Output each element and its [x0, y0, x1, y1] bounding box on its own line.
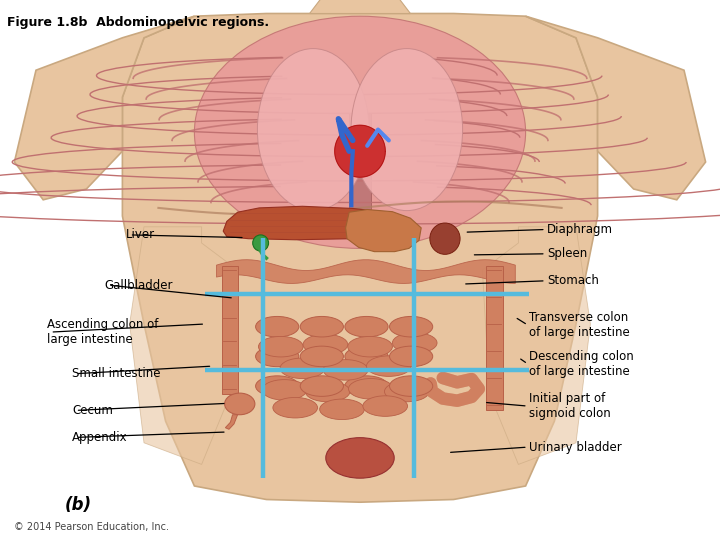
Ellipse shape — [256, 346, 299, 367]
Ellipse shape — [300, 376, 343, 396]
Ellipse shape — [345, 316, 388, 337]
Ellipse shape — [256, 316, 299, 337]
Ellipse shape — [273, 397, 318, 418]
Ellipse shape — [348, 336, 392, 357]
Ellipse shape — [320, 399, 364, 420]
Polygon shape — [482, 227, 590, 464]
Text: Figure 1.8b  Abdominopelvic regions.: Figure 1.8b Abdominopelvic regions. — [7, 16, 269, 29]
Polygon shape — [310, 0, 410, 14]
Text: Transverse colon
of large intestine: Transverse colon of large intestine — [529, 311, 630, 339]
Ellipse shape — [225, 393, 255, 415]
Ellipse shape — [390, 346, 433, 367]
Ellipse shape — [280, 358, 325, 379]
Ellipse shape — [351, 49, 462, 211]
Ellipse shape — [194, 16, 526, 248]
Polygon shape — [130, 227, 238, 464]
Text: Gallbladder: Gallbladder — [104, 279, 173, 292]
Text: © 2014 Pearson Education, Inc.: © 2014 Pearson Education, Inc. — [14, 522, 169, 532]
Ellipse shape — [262, 380, 307, 400]
Polygon shape — [225, 415, 238, 429]
Polygon shape — [14, 16, 194, 200]
Ellipse shape — [325, 437, 395, 478]
Ellipse shape — [323, 360, 368, 380]
Text: Appendix: Appendix — [72, 431, 127, 444]
Ellipse shape — [253, 235, 269, 251]
Ellipse shape — [366, 356, 411, 376]
Polygon shape — [526, 16, 706, 200]
Ellipse shape — [300, 346, 343, 367]
Polygon shape — [122, 14, 598, 502]
Ellipse shape — [363, 396, 408, 416]
Ellipse shape — [390, 376, 433, 396]
Ellipse shape — [258, 49, 369, 211]
Polygon shape — [346, 210, 421, 252]
Ellipse shape — [345, 346, 388, 367]
Ellipse shape — [258, 336, 303, 357]
Text: Descending colon
of large intestine: Descending colon of large intestine — [529, 350, 634, 378]
Text: Initial part of
sigmoid colon: Initial part of sigmoid colon — [529, 392, 611, 420]
Ellipse shape — [392, 333, 437, 353]
Text: Urinary bladder: Urinary bladder — [529, 441, 622, 454]
Text: Diaphragm: Diaphragm — [547, 223, 613, 236]
Text: Small intestine: Small intestine — [72, 367, 161, 380]
Ellipse shape — [345, 376, 388, 396]
Text: Stomach: Stomach — [547, 274, 599, 287]
Text: (b): (b) — [65, 496, 92, 514]
Ellipse shape — [300, 316, 343, 337]
Polygon shape — [223, 206, 395, 240]
Ellipse shape — [390, 316, 433, 337]
Text: Cecum: Cecum — [72, 404, 113, 417]
Polygon shape — [335, 125, 385, 177]
Ellipse shape — [305, 381, 350, 402]
Ellipse shape — [256, 376, 299, 396]
Ellipse shape — [303, 334, 348, 355]
Text: Liver: Liver — [126, 228, 155, 241]
Polygon shape — [486, 266, 503, 410]
Ellipse shape — [430, 223, 460, 254]
Ellipse shape — [348, 379, 393, 399]
Polygon shape — [222, 266, 238, 394]
Ellipse shape — [384, 381, 429, 402]
Text: Ascending colon of
large intestine: Ascending colon of large intestine — [47, 318, 158, 346]
Bar — [349, 113, 371, 221]
Text: Spleen: Spleen — [547, 247, 588, 260]
